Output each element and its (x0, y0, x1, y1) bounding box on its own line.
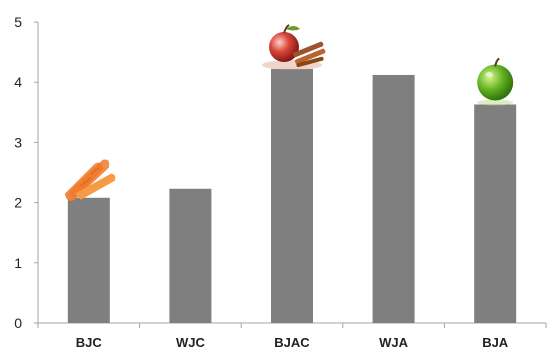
bar-wjc (169, 188, 212, 323)
bar-wja (372, 74, 415, 323)
x-tick-label: BJAC (274, 335, 310, 349)
bars (67, 68, 517, 324)
apple-cinnamon-icon (262, 24, 326, 70)
y-tick-label: 5 (14, 14, 22, 30)
green-apple-icon (477, 57, 514, 106)
carrot-icon (64, 159, 116, 201)
bar-decorations (64, 24, 514, 201)
y-tick-label: 3 (14, 134, 22, 150)
x-tick-label: BJC (76, 335, 103, 349)
plot-area: 0 1 2 3 4 5 BJC WJC BJAC WJA BJA (14, 14, 547, 349)
x-tick-label: BJA (482, 335, 509, 349)
y-tick-label: 1 (14, 255, 22, 271)
x-tick-label: WJA (379, 335, 409, 349)
bar-bjac (271, 68, 313, 324)
x-tick-label: WJC (176, 335, 206, 349)
y-tick-label: 2 (14, 195, 22, 211)
y-tick-label: 0 (14, 315, 22, 331)
y-ticks: 0 1 2 3 4 5 (14, 14, 38, 331)
y-tick-label: 4 (14, 74, 22, 90)
bar-bja (474, 104, 517, 323)
x-ticks: BJC WJC BJAC WJA BJA (37, 323, 547, 349)
bar-bjc (67, 197, 110, 323)
